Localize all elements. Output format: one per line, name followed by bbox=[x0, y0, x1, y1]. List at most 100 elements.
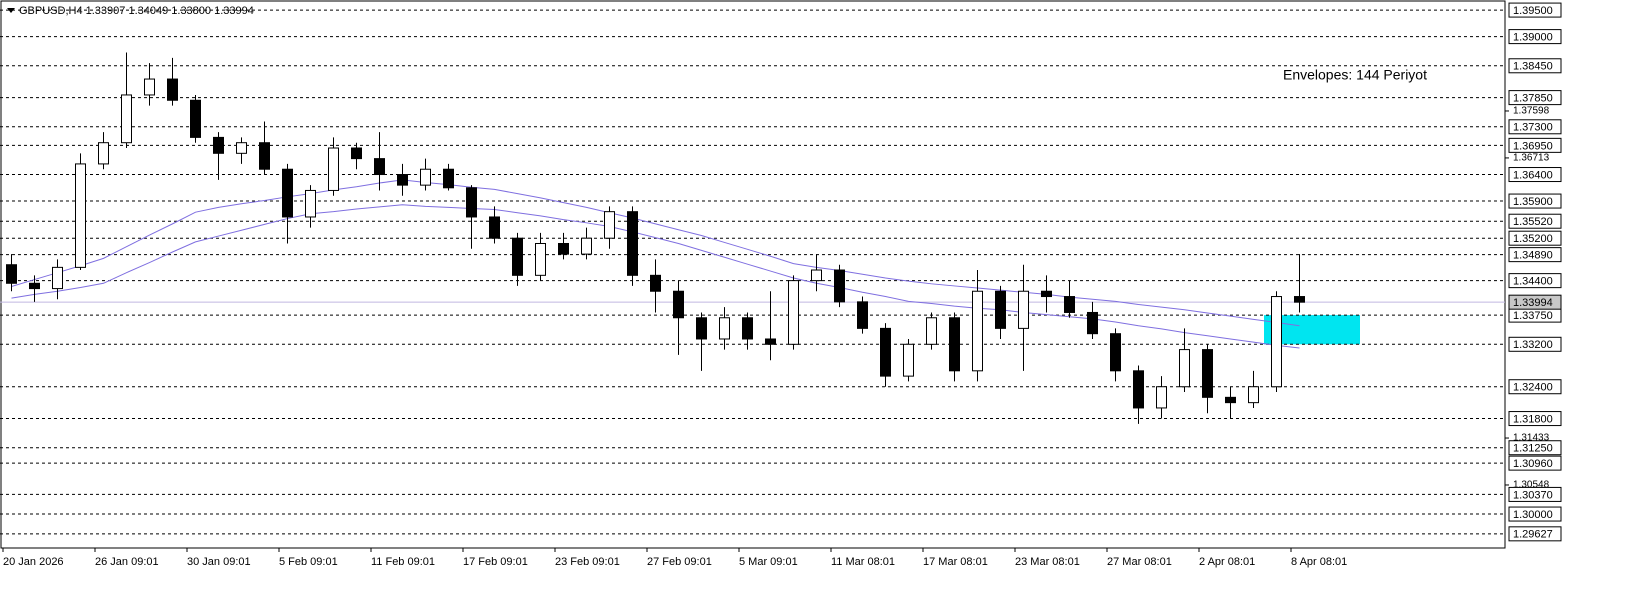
candle-body bbox=[420, 168, 431, 186]
chart-title: GBPUSD,H4 1.33907 1.34049 1.33800 1.3399… bbox=[19, 5, 254, 17]
candle-body bbox=[259, 142, 270, 170]
candle-body bbox=[834, 269, 845, 303]
annotation: Envelopes: 144 Periyot bbox=[1283, 67, 1427, 83]
x-tick-label: 17 Feb 09:01 bbox=[463, 556, 528, 568]
candle-body bbox=[903, 343, 914, 377]
candle-body bbox=[236, 142, 247, 154]
level-label-box bbox=[1508, 486, 1562, 502]
level-label-box bbox=[1508, 247, 1562, 263]
candle-body bbox=[926, 317, 937, 345]
level-label: 1.33200 bbox=[1513, 339, 1553, 351]
candle-body bbox=[1041, 290, 1052, 298]
level-label-box bbox=[1508, 137, 1562, 153]
candle-body bbox=[397, 174, 408, 186]
level-label-box bbox=[1508, 379, 1562, 395]
menu-triangle[interactable] bbox=[7, 8, 15, 13]
level-label-box bbox=[1508, 455, 1562, 471]
level-label: 1.38450 bbox=[1513, 61, 1553, 73]
envelope-line bbox=[11, 179, 1300, 327]
candle-body bbox=[1294, 296, 1305, 303]
x-tick-label: 17 Mar 08:01 bbox=[923, 556, 988, 568]
candle-body bbox=[1248, 386, 1259, 404]
level-label-box bbox=[1508, 411, 1562, 427]
level-label-box bbox=[1508, 29, 1562, 45]
candle-body bbox=[305, 189, 316, 218]
candle-body bbox=[1110, 333, 1121, 372]
candle-body bbox=[6, 264, 17, 284]
x-tick-label: 11 Mar 08:01 bbox=[831, 556, 895, 568]
level-label: 1.36950 bbox=[1513, 140, 1553, 152]
candle-body bbox=[1271, 296, 1282, 388]
x-tick-label: 23 Feb 09:01 bbox=[555, 556, 620, 568]
y-tick-label: 1.36713 bbox=[1513, 153, 1550, 164]
candle-body bbox=[167, 78, 178, 101]
candle-body bbox=[1064, 296, 1075, 313]
level-label-box bbox=[1508, 336, 1562, 352]
x-tick-label: 20 Jan 2026 bbox=[3, 556, 64, 568]
level-label-box bbox=[1508, 2, 1562, 18]
candle-body bbox=[1179, 349, 1190, 388]
level-label: 1.32400 bbox=[1513, 382, 1553, 394]
level-label: 1.30370 bbox=[1513, 489, 1553, 501]
x-tick-label: 27 Mar 08:01 bbox=[1107, 556, 1172, 568]
candle-body bbox=[880, 327, 891, 377]
candle-body bbox=[673, 290, 684, 319]
candle-body bbox=[190, 99, 201, 138]
candle-body bbox=[627, 211, 638, 276]
candle-body bbox=[1225, 396, 1236, 404]
candle-body bbox=[972, 290, 983, 372]
candle-body bbox=[857, 301, 868, 329]
level-label: 1.39000 bbox=[1513, 32, 1553, 44]
x-tick-label: 8 Apr 08:01 bbox=[1291, 556, 1347, 568]
x-tick-label: 5 Feb 09:01 bbox=[279, 556, 338, 568]
candle-body bbox=[52, 266, 63, 290]
candle-body bbox=[328, 147, 339, 191]
level-label: 1.29627 bbox=[1513, 529, 1553, 541]
x-tick-label: 11 Feb 09:01 bbox=[371, 556, 435, 568]
level-label-box bbox=[1508, 440, 1562, 456]
plot-frame bbox=[0, 0, 1506, 549]
level-label-box bbox=[1508, 213, 1562, 229]
candle-body bbox=[1087, 311, 1098, 335]
candle-body bbox=[995, 290, 1006, 329]
level-label-box bbox=[1508, 506, 1562, 522]
level-label: 1.36400 bbox=[1513, 169, 1553, 181]
candle-body bbox=[535, 242, 546, 276]
level-label-box bbox=[1508, 119, 1562, 135]
level-label: 1.35200 bbox=[1513, 233, 1553, 245]
candle-body bbox=[650, 274, 661, 292]
candle-body bbox=[788, 280, 799, 345]
y-tick-label: 1.31433 bbox=[1513, 433, 1550, 444]
candle-body bbox=[351, 147, 362, 160]
candle-body bbox=[765, 338, 776, 345]
candle-body bbox=[1018, 290, 1029, 329]
candle-body bbox=[29, 282, 40, 290]
candle-body bbox=[696, 317, 707, 340]
level-label: 1.35520 bbox=[1513, 216, 1553, 228]
x-tick-label: 23 Mar 08:01 bbox=[1015, 556, 1080, 568]
level-label-box bbox=[1508, 90, 1562, 106]
level-label: 1.34400 bbox=[1513, 276, 1553, 288]
last-price-label: 1.33994 bbox=[1513, 297, 1553, 309]
y-tick-label: 1.37598 bbox=[1513, 106, 1550, 117]
level-label: 1.30960 bbox=[1513, 458, 1553, 470]
candle-body bbox=[489, 216, 500, 239]
candle-body bbox=[811, 269, 822, 282]
x-tick-label: 2 Apr 08:01 bbox=[1199, 556, 1255, 568]
candle-body bbox=[282, 168, 293, 218]
level-label: 1.31250 bbox=[1513, 443, 1553, 455]
level-label: 1.30000 bbox=[1513, 509, 1553, 521]
candle-body bbox=[443, 168, 454, 189]
level-label-box bbox=[1508, 58, 1562, 74]
candle-body bbox=[1202, 349, 1213, 398]
x-tick-label: 30 Jan 09:01 bbox=[187, 556, 251, 568]
candle-body bbox=[604, 211, 615, 239]
candle-body bbox=[144, 78, 155, 96]
candle-body bbox=[466, 187, 477, 218]
level-label-box bbox=[1508, 273, 1562, 289]
level-label: 1.34890 bbox=[1513, 250, 1553, 262]
x-tick-label: 27 Feb 09:01 bbox=[647, 556, 712, 568]
level-label-box bbox=[1508, 193, 1562, 209]
candle-body bbox=[558, 242, 569, 255]
